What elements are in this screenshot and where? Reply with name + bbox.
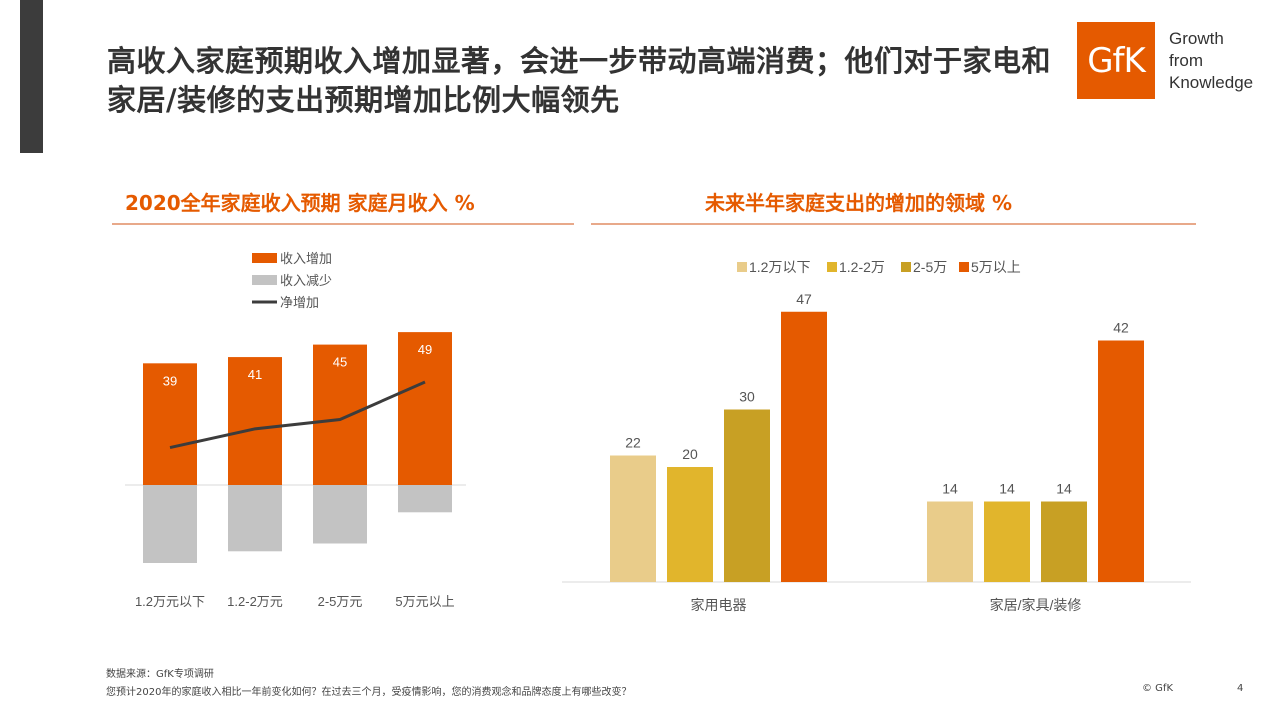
data-label-increase: 39 [163,373,177,388]
spending-increase-chart: 1.2万以下 1.2-2万 2-5万 5万以上 22 20 30 47 家用电器 14 14 14 42… [562,259,1191,613]
data-label-increase: 41 [248,367,262,382]
bar-3 [1041,501,1087,582]
source-note: 数据来源：GfK专项调研 [106,669,214,680]
legend-label: 收入增加 [280,251,332,266]
data-label: 30 [739,389,755,405]
bar-increase [143,363,197,485]
page-title: 高收入家庭预期收入增加显著，会进一步带动高端消费；他们对于家电和家居/装修的支出… [107,44,1052,117]
right-chart-title: 未来半年家庭支出的增加的领域 % [705,191,1013,215]
bar-increase [398,332,452,485]
x-tick-label: 5万元以上 [395,594,454,609]
left-chart-title: 2020全年家庭收入预期 家庭月收入 % [125,191,475,215]
net-increase-line [169,380,426,450]
survey-question: 您预计2020年的家庭收入相比一年前变化如何？在过去三个月，受疫情影响，您的消费… [106,687,632,698]
tagline-line-2: from [1169,51,1203,70]
right-title-divider [591,223,1196,225]
bar-decrease [313,485,367,544]
bar-4 [781,311,827,582]
legend-label: 2-5万 [913,259,947,275]
bar-decrease [398,485,452,513]
data-label-increase: 49 [418,342,432,357]
page-number: 4 [1237,683,1244,694]
legend-label: 净增加 [280,295,319,310]
bar-3 [724,409,770,582]
x-tick-label: 1.2-2万元 [227,594,283,609]
data-label: 22 [625,435,641,451]
gfk-logo: GfK [1077,22,1155,99]
x-category-label: 家用电器 [691,597,747,613]
legend-label: 1.2万以下 [749,259,810,275]
x-tick-label: 2-5万元 [318,594,363,609]
legend-swatch [737,262,747,272]
legend-label: 1.2-2万 [839,259,885,275]
logo-tagline: Growth from Knowledge [1169,28,1253,94]
bar-increase [313,344,367,485]
bar-2 [984,501,1030,582]
bar-4 [1098,340,1144,582]
x-category-label: 家居/家具/装修 [990,597,1082,613]
bar-increase [228,357,282,485]
bar-1 [927,501,973,582]
data-label: 14 [999,481,1015,497]
legend-swatch [901,262,911,272]
legend-swatch [252,275,277,285]
data-label: 42 [1113,320,1129,336]
data-label: 14 [1056,481,1072,497]
legend-swatch [827,262,837,272]
x-tick-label: 1.2万元以下 [135,594,205,609]
bar-decrease [143,485,197,563]
side-accent-bar [20,0,43,153]
legend-swatch [959,262,969,272]
tagline-line-1: Growth [1169,29,1224,48]
copyright: © GfK [1142,683,1174,694]
data-label: 14 [942,481,958,497]
tagline-line-3: Knowledge [1169,73,1254,92]
legend-label: 5万以上 [971,259,1021,275]
legend-label: 收入减少 [280,273,332,288]
data-label: 47 [796,291,812,307]
data-label: 20 [682,446,698,462]
bar-1 [610,455,656,582]
left-title-divider [112,223,574,225]
data-label-increase: 45 [333,355,347,370]
bar-2 [667,467,713,582]
bar-decrease [228,485,282,552]
legend-swatch [252,253,277,263]
